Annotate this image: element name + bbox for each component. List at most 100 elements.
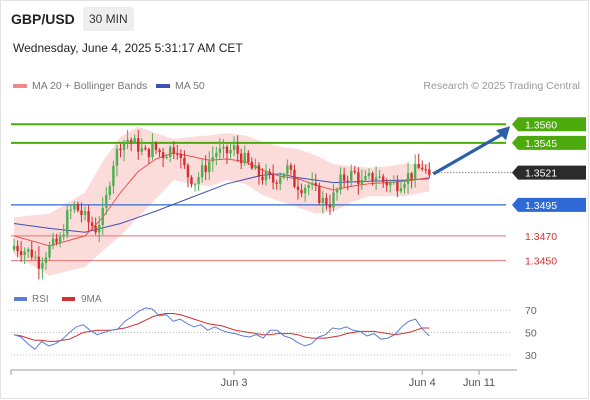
candle-body (257, 165, 261, 177)
candle-body (367, 173, 371, 176)
candle-body (66, 210, 69, 235)
candle-body (144, 147, 147, 150)
ma20-legend-label: MA 20 + Bollinger Bands (32, 80, 148, 92)
candle-body (197, 177, 200, 185)
candle-body (222, 146, 225, 149)
price-label-1.3450: 1.3450 (525, 256, 557, 268)
candle-body (385, 181, 388, 186)
candle-body (314, 183, 317, 186)
candle-body (147, 149, 151, 158)
candle-body (137, 138, 140, 152)
datetime-label: Wednesday, June 4, 2025 5:31:17 AM CET (13, 41, 243, 55)
candle-body (421, 167, 424, 170)
candle-body (360, 180, 364, 185)
rsi-legend: RSI 9MA (14, 294, 102, 305)
candle-body (211, 157, 214, 162)
candle-body (342, 174, 346, 181)
price-label-text: 1.3495 (525, 200, 557, 212)
candle-body (264, 171, 268, 181)
candle-body (108, 185, 112, 195)
candle-body (236, 145, 239, 154)
candle-body (339, 174, 342, 190)
candle-body (183, 157, 186, 166)
candle-body (119, 148, 122, 151)
candle-body (140, 147, 143, 152)
candle-body (87, 211, 90, 223)
candle-body (51, 238, 55, 246)
rsi-ma-legend-label: 9MA (81, 294, 102, 305)
candle-body (122, 141, 126, 151)
ma20-line (13, 152, 430, 247)
candle-body (300, 189, 303, 194)
candle-body (417, 164, 420, 168)
candle-body (16, 245, 19, 252)
candle-body (413, 164, 417, 179)
target-arrow-head (496, 126, 510, 141)
x-tick-label: Jun 4 (409, 377, 436, 389)
candle-body (34, 256, 37, 258)
candle-body (328, 205, 332, 208)
candle-body (161, 152, 165, 159)
candle-body (392, 181, 396, 183)
candle-body (76, 203, 80, 211)
candle-body (332, 192, 335, 208)
candle-body (307, 185, 310, 188)
candle-body (403, 183, 406, 189)
candle-body (73, 203, 76, 210)
candle-body (225, 146, 229, 154)
candle-body (318, 185, 321, 203)
candle-body (350, 170, 353, 181)
price-label-1.3545: 1.3545 (512, 135, 586, 150)
candle-body (215, 152, 218, 158)
candle-body (112, 165, 115, 186)
candle-body (311, 183, 314, 186)
candle-body (101, 207, 104, 226)
candle-body (90, 222, 94, 227)
candle-body (12, 245, 16, 250)
candle-body (389, 182, 392, 186)
x-tick-label: Jun 3 (221, 377, 248, 389)
rsi-tick-50: 50 (525, 328, 537, 340)
candle-body (374, 177, 378, 181)
candles (12, 129, 431, 280)
candle-body (371, 173, 374, 181)
candle-body (282, 173, 285, 178)
target-arrow-shaft (432, 131, 505, 176)
candle-body (353, 170, 356, 173)
price-label-text: 1.3545 (525, 138, 557, 150)
price-label-1.3521: 1.3521 (512, 165, 586, 180)
candle-body (382, 176, 385, 182)
price-label-1.3470: 1.3470 (525, 231, 557, 243)
legend-ma50: MA 50 (156, 80, 205, 92)
candle-body (321, 197, 325, 203)
candle-body (151, 142, 154, 158)
candle-body (396, 181, 399, 192)
candle-body (58, 236, 62, 243)
candle-body (364, 175, 367, 181)
candle-body (94, 226, 97, 233)
candle-body (165, 156, 168, 159)
candle-body (172, 147, 175, 154)
price-label-text: 1.3560 (525, 119, 557, 131)
candle-body (193, 184, 197, 186)
timeframe-badge[interactable]: 30 MIN (83, 7, 134, 31)
candle-body (399, 188, 403, 192)
candle-body (62, 234, 65, 237)
candle-body (346, 180, 349, 182)
candle-body (190, 177, 193, 185)
candle-body (232, 145, 236, 150)
candle-body (289, 165, 293, 170)
candle-body (115, 148, 119, 166)
candle-body (279, 177, 282, 184)
candle-body (176, 153, 179, 155)
candle-body (240, 153, 243, 164)
candle-body (286, 165, 289, 174)
candle-body (126, 139, 129, 142)
price-label-box (512, 117, 586, 132)
candle-body (410, 173, 413, 179)
bollinger-band (14, 126, 430, 276)
candle-body (105, 194, 108, 208)
candle-body (19, 251, 23, 256)
